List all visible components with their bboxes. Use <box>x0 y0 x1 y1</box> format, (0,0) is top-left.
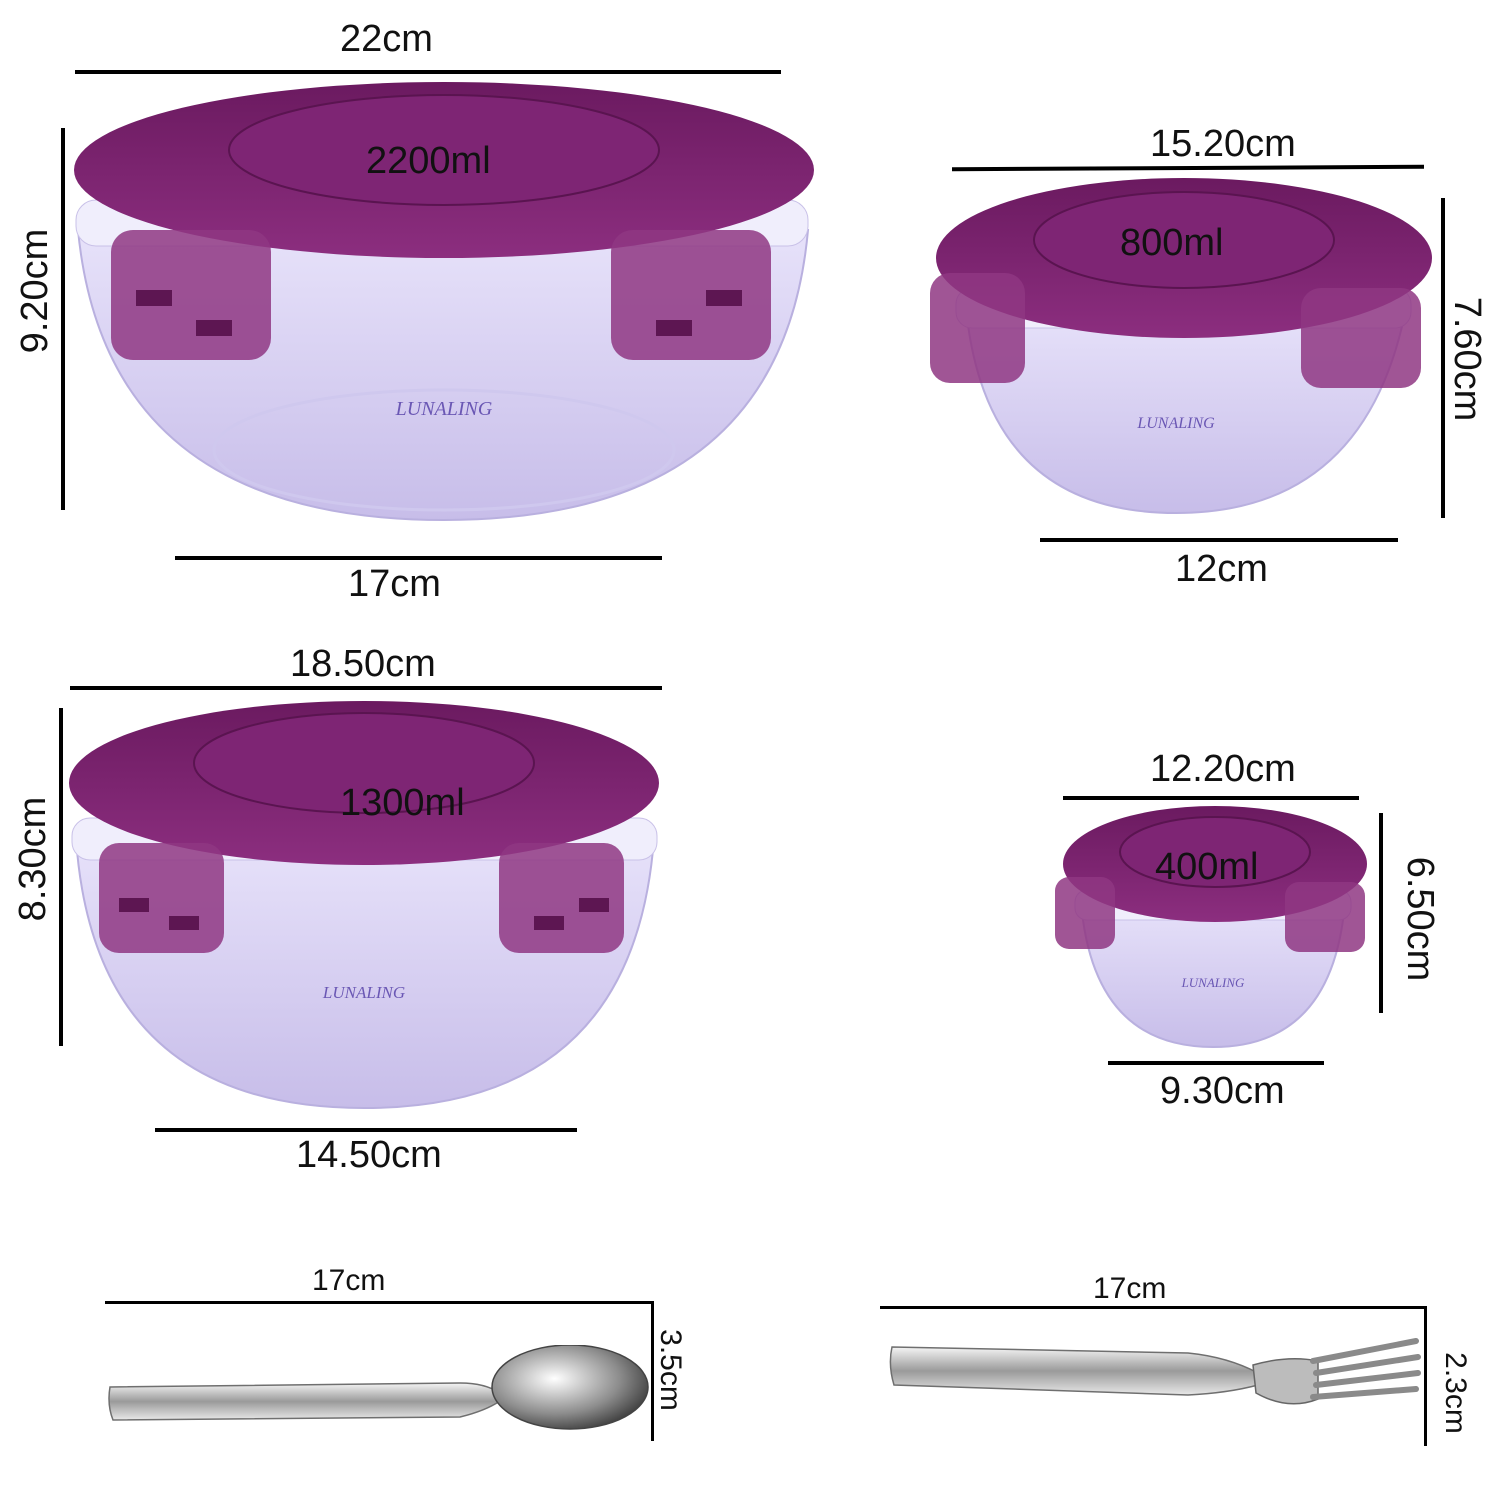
fork-width-rule <box>1424 1306 1427 1446</box>
mid-large-bowl-top-width-rule <box>70 686 662 690</box>
medium-bowl-top-width-rule <box>951 164 1425 172</box>
medium-bowl-height-label: 7.60cm <box>1446 296 1488 422</box>
small-bowl-top-width-rule <box>1063 796 1359 800</box>
large-bowl-height-label: 9.20cm <box>14 228 56 354</box>
fork-length-rule <box>880 1306 1425 1309</box>
small-bowl-capacity-label: 400ml <box>1155 846 1259 888</box>
fork-length-label: 17cm <box>1093 1272 1167 1305</box>
large-bowl-brand: LUNALING <box>395 398 493 420</box>
small-bowl-height-label: 6.50cm <box>1399 856 1441 982</box>
mid-large-bowl-bottom-width-label: 14.50cm <box>296 1134 442 1176</box>
small-bowl-bottom-width-rule <box>1108 1061 1324 1065</box>
large-bowl-top-width-label: 22cm <box>340 18 433 60</box>
large-bowl-image: LUNALING <box>74 82 814 522</box>
medium-bowl-image: LUNALING <box>930 178 1432 515</box>
fork-width-label: 2.3cm <box>1439 1352 1472 1434</box>
large-bowl-bottom-width-label: 17cm <box>348 563 441 605</box>
medium-bowl-top-width-label: 15.20cm <box>1150 123 1296 165</box>
small-bowl-image: LUNALING <box>1055 806 1367 1049</box>
small-bowl-height-rule <box>1379 813 1383 1013</box>
mid-large-bowl-brand: LUNALING <box>322 983 405 1002</box>
small-bowl-brand: LUNALING <box>1181 975 1245 990</box>
spoon-length-rule <box>105 1301 652 1304</box>
mid-large-bowl-image: LUNALING <box>69 701 659 1110</box>
large-bowl-capacity-label: 2200ml <box>366 140 491 182</box>
medium-bowl-height-rule <box>1441 198 1445 518</box>
spoon-width-label: 3.5cm <box>654 1329 687 1411</box>
medium-bowl-bottom-width-label: 12cm <box>1175 548 1268 590</box>
medium-bowl-capacity-label: 800ml <box>1120 222 1224 264</box>
mid-large-bowl-bottom-width-rule <box>155 1128 577 1132</box>
large-bowl-top-width-rule <box>75 70 781 74</box>
spoon-width-rule <box>651 1301 654 1441</box>
mid-large-bowl-top-width-label: 18.50cm <box>290 643 436 685</box>
small-bowl-bottom-width-label: 9.30cm <box>1160 1070 1285 1112</box>
spoon-length-label: 17cm <box>312 1264 386 1297</box>
small-bowl-top-width-label: 12.20cm <box>1150 748 1296 790</box>
large-bowl-bottom-width-rule <box>175 556 662 560</box>
medium-bowl-brand: LUNALING <box>1136 415 1215 432</box>
medium-bowl-bottom-width-rule <box>1040 538 1398 542</box>
mid-large-bowl-height-label: 8.30cm <box>12 796 54 922</box>
large-bowl-height-rule <box>61 128 65 510</box>
fork-image <box>889 1338 1421 1405</box>
spoon-image <box>108 1345 649 1430</box>
mid-large-bowl-height-rule <box>59 708 63 1046</box>
mid-large-bowl-capacity-label: 1300ml <box>340 782 465 824</box>
